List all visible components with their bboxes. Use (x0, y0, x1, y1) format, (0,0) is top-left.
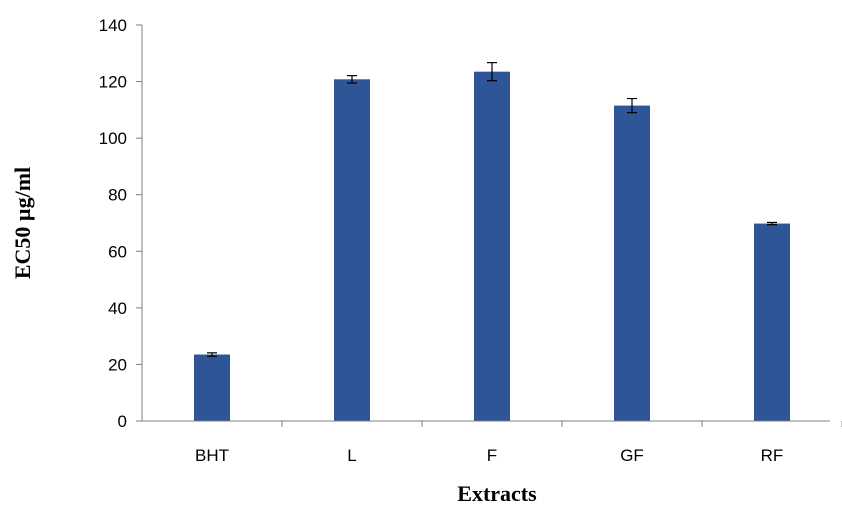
x-tick-label-bht: BHT (195, 446, 229, 465)
bar-l (334, 79, 370, 422)
x-tick-label-f: F (487, 446, 497, 465)
y-tick-label: 0 (118, 412, 127, 431)
bar-rf (754, 223, 790, 421)
y-tick-label: 60 (108, 242, 127, 261)
x-axis-title: Extracts (457, 481, 537, 506)
y-tick-label: 100 (99, 129, 127, 148)
bars-group (194, 71, 790, 422)
error-bars-group (207, 62, 777, 357)
y-tick-label: 140 (99, 16, 127, 35)
y-tick-label: 120 (99, 73, 127, 92)
y-axis-ticks: 0 20 40 60 80 100 120 140 (99, 16, 142, 431)
bar-gf (614, 105, 650, 421)
x-tick-label-gf: GF (620, 446, 644, 465)
y-tick-label: 20 (108, 355, 127, 374)
x-tick-label-l: L (347, 446, 356, 465)
x-tick-label-rf: RF (761, 446, 784, 465)
bar-bht (194, 354, 230, 421)
x-axis-ticks: BHT L F GF RF (195, 421, 842, 465)
y-tick-label: 80 (108, 186, 127, 205)
y-axis-title: EC50 µg/ml (10, 167, 35, 279)
bar-f (474, 71, 510, 422)
y-tick-label: 40 (108, 299, 127, 318)
